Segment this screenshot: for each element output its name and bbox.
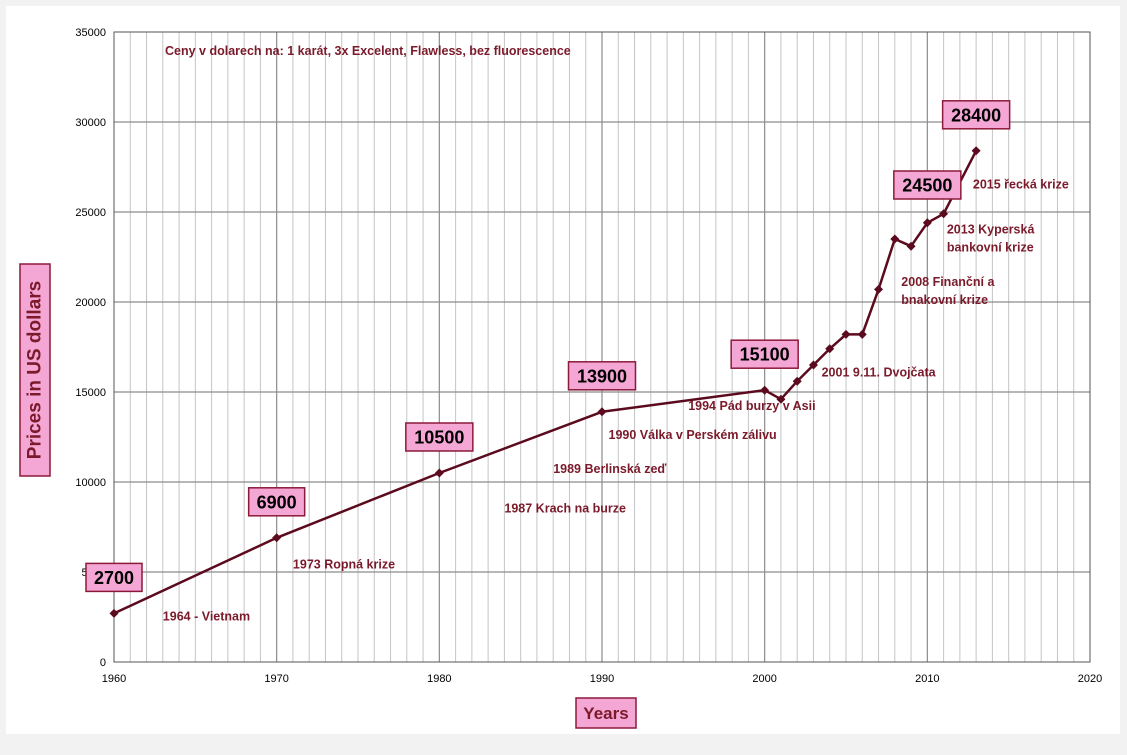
value-labels: 2700 6900 10500 13900 15100 24500 28400	[85, 100, 1011, 593]
data-point	[776, 394, 786, 404]
event-annotation: 1990 Válka v Perském zálivu	[609, 428, 777, 442]
event-annotation: 2013 Kyperská bankovní krize	[947, 223, 1035, 255]
value-label: 10500	[414, 428, 464, 448]
data-point	[434, 468, 444, 478]
y-tick-label: 25000	[75, 207, 106, 219]
x-tick-label: 2020	[1078, 673, 1102, 685]
y-tick-label: 0	[100, 657, 106, 669]
y-tick-label: 10000	[75, 477, 106, 489]
y-tick-label: 35000	[75, 27, 106, 39]
x-tick-label: 2000	[752, 673, 776, 685]
y-axis-title: Prices in US dollars	[19, 263, 51, 477]
data-point	[825, 344, 835, 354]
value-label-box	[247, 487, 306, 517]
value-label-box	[730, 339, 799, 369]
data-point	[906, 241, 916, 251]
x-axis-title-box	[575, 697, 637, 729]
price-series	[109, 146, 981, 618]
data-point	[597, 407, 607, 417]
value-label: 28400	[951, 105, 1001, 125]
data-point	[792, 376, 802, 386]
value-label: 24500	[902, 176, 952, 196]
chart-subtitle: Ceny v dolarech na: 1 karát, 3x Excelent…	[165, 44, 571, 58]
event-annotation: 1987 Krach na burze	[504, 502, 626, 516]
event-annotation: 2015 řecká krize	[973, 178, 1069, 192]
y-tick-label: 15000	[75, 387, 106, 399]
event-annotation: 1973 Ropná krize	[293, 557, 395, 571]
data-point	[857, 329, 867, 339]
data-point	[874, 284, 884, 294]
value-label-box	[85, 562, 143, 593]
y-axis-title-text: Prices in US dollars	[25, 281, 46, 459]
value-label: 15100	[740, 345, 790, 365]
data-point	[272, 533, 282, 543]
y-tick-label: 30000	[75, 117, 106, 129]
data-point	[939, 209, 949, 219]
x-axis-title-text: Years	[583, 704, 628, 723]
x-tick-label: 1970	[264, 673, 288, 685]
minor-gridlines	[129, 32, 1075, 662]
y-axis-title-box	[19, 263, 51, 477]
value-label: 2700	[94, 568, 134, 588]
data-point	[760, 385, 770, 395]
value-label-box	[405, 422, 474, 452]
chart-area-background	[6, 6, 1120, 734]
event-annotation: 2008 Finanční a bnakovní krize	[901, 275, 995, 307]
data-point	[971, 146, 981, 156]
event-annotation: 2001 9.11. Dvojčata	[822, 366, 937, 380]
event-annotation: 1989 Berlinská zeď	[553, 462, 666, 476]
x-tick-label: 1990	[590, 673, 614, 685]
event-annotations: 1964 - Vietnam 1973 Ropná krize 1987 Krach…	[163, 178, 1069, 624]
x-tick-label: 1960	[102, 673, 126, 685]
data-point	[922, 218, 932, 228]
x-tick-label: 1980	[427, 673, 451, 685]
y-tick-label: 20000	[75, 297, 106, 309]
x-tick-labels: 1960 1970 1980 1990 2000 2010 2020	[102, 673, 1102, 685]
event-annotation: 1964 - Vietnam	[163, 610, 250, 624]
data-point	[808, 360, 818, 370]
x-tick-label: 2010	[915, 673, 939, 685]
plot-frame	[113, 31, 1091, 663]
data-point	[890, 234, 900, 244]
value-label-box	[567, 361, 637, 391]
event-annotation: 1994 Pád burzy v Asii	[688, 399, 815, 413]
value-label-box	[893, 170, 962, 200]
y-tick-labels: 05000100001500020000250003000035000	[75, 27, 106, 669]
data-point	[841, 329, 851, 339]
value-label: 13900	[577, 366, 627, 386]
major-gridlines	[114, 32, 1090, 662]
value-label: 6900	[257, 492, 297, 512]
value-label-box	[941, 100, 1011, 130]
data-point	[109, 608, 119, 618]
x-axis-title: Years	[575, 697, 637, 729]
